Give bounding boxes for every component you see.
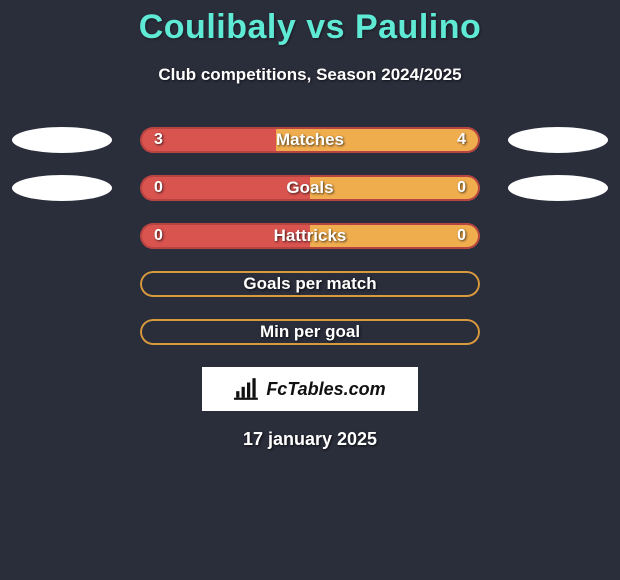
- stat-value-right: 0: [457, 227, 466, 245]
- bar-fill-left: [140, 175, 310, 201]
- stat-label: Hattricks: [274, 226, 347, 246]
- stat-value-right: 4: [457, 131, 466, 149]
- stat-row: 3 4 Matches: [0, 127, 620, 153]
- stat-row: Goals per match: [0, 271, 620, 297]
- subtitle: Club competitions, Season 2024/2025: [0, 65, 620, 85]
- stat-label: Goals: [286, 178, 333, 198]
- player-right-avatar: [508, 175, 608, 201]
- bar-fill-right: [310, 175, 480, 201]
- chart-icon: [234, 378, 260, 400]
- stat-bar: Min per goal: [140, 319, 480, 345]
- stat-row: 0 0 Hattricks: [0, 223, 620, 249]
- stat-bar: 0 0 Hattricks: [140, 223, 480, 249]
- watermark-text: FcTables.com: [266, 379, 385, 400]
- stat-label: Goals per match: [243, 274, 376, 294]
- stat-row: Min per goal: [0, 319, 620, 345]
- stat-bar: 0 0 Goals: [140, 175, 480, 201]
- player-left-avatar: [12, 175, 112, 201]
- stat-bar: 3 4 Matches: [140, 127, 480, 153]
- stat-value-left: 0: [154, 179, 163, 197]
- stat-value-right: 0: [457, 179, 466, 197]
- page-title: Coulibaly vs Paulino: [0, 8, 620, 47]
- stat-label: Min per goal: [260, 322, 360, 342]
- date-label: 17 january 2025: [0, 429, 620, 450]
- avatar-slot-right: [508, 127, 608, 153]
- stat-bar: Goals per match: [140, 271, 480, 297]
- stat-row: 0 0 Goals: [0, 175, 620, 201]
- comparison-widget: Coulibaly vs Paulino Club competitions, …: [0, 0, 620, 450]
- avatar-slot-right: [508, 175, 608, 201]
- stat-value-left: 0: [154, 227, 163, 245]
- avatar-slot-left: [12, 127, 112, 153]
- stat-value-left: 3: [154, 131, 163, 149]
- watermark-badge: FcTables.com: [202, 367, 418, 411]
- avatar-slot-left: [12, 175, 112, 201]
- player-right-avatar: [508, 127, 608, 153]
- player-left-avatar: [12, 127, 112, 153]
- stat-label: Matches: [276, 130, 344, 150]
- stat-rows-container: 3 4 Matches 0 0 Goals 0 0 Hattricks Goals per mat…: [0, 127, 620, 345]
